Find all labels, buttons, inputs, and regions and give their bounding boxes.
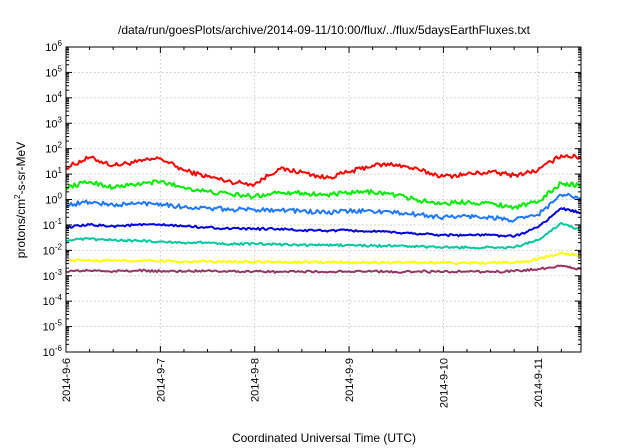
series-line [65, 221, 582, 250]
y-tick-exp: -5 [55, 319, 63, 328]
y-tick-exp: 2 [58, 141, 63, 150]
x-tick-label: 2014-9-8 [250, 358, 262, 402]
y-tick-base: 10 [43, 220, 55, 232]
x-tick-label: 2014-9-11 [533, 358, 545, 407]
y-tick-base: 10 [45, 93, 57, 105]
y-tick-label: 101 [45, 166, 62, 181]
y-tick-exp: 4 [58, 90, 63, 99]
y-tick-exp: 1 [58, 166, 63, 175]
y-tick-exp: 5 [58, 64, 63, 73]
y-axis-label: protons/cm2-s-sr-MeV [13, 142, 28, 258]
series-line [65, 251, 582, 265]
y-tick-label: 104 [45, 90, 62, 105]
y-tick-label: 100 [45, 192, 62, 207]
y-tick-label: 10-4 [43, 293, 63, 308]
y-tick-exp: -4 [55, 293, 63, 302]
series-line [65, 207, 582, 238]
x-tick-label: 2014-9-7 [155, 358, 167, 402]
y-tick-base: 10 [45, 144, 57, 156]
y-tick-base: 10 [43, 271, 55, 283]
y-tick-base: 10 [43, 322, 55, 334]
x-tick-label: 2014-9-6 [61, 358, 73, 402]
y-tick-label: 105 [45, 64, 62, 79]
y-tick-exp: -3 [55, 268, 63, 277]
y-tick-base: 10 [45, 169, 57, 181]
series-line [65, 192, 582, 223]
x-tick-label: 2014-9-10 [438, 358, 450, 408]
y-tick-exp: 3 [58, 115, 63, 124]
chart-title: /data/run/goesPlots/archive/2014-09-11/1… [118, 23, 531, 37]
x-axis-label: Coordinated Universal Time (UTC) [232, 431, 416, 445]
y-tick-base: 10 [43, 347, 55, 359]
y-tick-label: 102 [45, 141, 62, 156]
y-tick-label: 10-6 [43, 344, 63, 359]
y-axis-label-rest: -s-sr-MeV [14, 142, 28, 195]
y-tick-label: 10-2 [43, 242, 63, 257]
y-axis-label-base: protons/cm [14, 199, 28, 258]
y-tick-label: 106 [45, 39, 62, 54]
grid [65, 47, 581, 352]
y-tick-label: 10-5 [43, 319, 63, 334]
y-tick-label: 10-3 [43, 268, 63, 283]
y-tick-exp: -6 [55, 344, 63, 353]
y-tick-base: 10 [43, 245, 55, 257]
y-tick-base: 10 [43, 296, 55, 308]
y-tick-exp: 6 [58, 39, 63, 48]
y-tick-label: 103 [45, 115, 62, 130]
y-tick-base: 10 [45, 195, 57, 207]
y-tick-base: 10 [45, 118, 57, 130]
series-line [65, 153, 582, 188]
y-tick-exp: 0 [58, 192, 63, 201]
y-tick-exp: -1 [55, 217, 63, 226]
y-tick-label: 10-1 [43, 217, 63, 232]
axis-ticks: 10-610-510-410-310-210-11001011021031041… [43, 39, 581, 408]
x-tick-label: 2014-9-9 [344, 358, 356, 402]
series-group [65, 153, 582, 274]
series-line [65, 264, 582, 274]
y-tick-exp: -2 [55, 242, 63, 251]
y-tick-base: 10 [45, 42, 57, 54]
y-tick-base: 10 [45, 67, 57, 79]
y-axis-label-sup: 2 [13, 194, 22, 199]
series-line [65, 179, 582, 210]
